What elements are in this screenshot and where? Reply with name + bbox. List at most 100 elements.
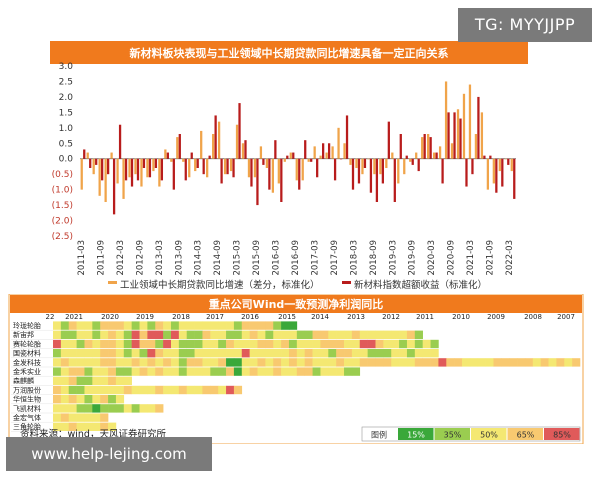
heatmap-cell	[257, 339, 266, 349]
heatmap-cell	[257, 367, 266, 376]
heatmap-column-label: 2012	[382, 313, 400, 321]
bar-excess-return	[405, 155, 408, 159]
x-tick-label: 2011-03	[77, 240, 87, 276]
heatmap-row-label: 新宙邦	[13, 330, 34, 339]
heatmap-cell	[139, 321, 148, 330]
bar-excess-return	[304, 140, 307, 159]
heatmap-cell	[210, 321, 219, 330]
x-tick-label: 2013-03	[155, 240, 165, 276]
heatmap-cell	[328, 349, 337, 358]
heatmap-cell	[477, 358, 486, 367]
heatmap-cell	[131, 349, 140, 358]
bar-excess-return	[286, 155, 289, 159]
y-tick-label: 1.0	[59, 124, 74, 134]
bar-excess-return	[351, 158, 355, 190]
heatmap-cell	[454, 358, 463, 367]
bar-loan-growth	[367, 158, 370, 160]
bar-loan-growth	[212, 134, 215, 159]
heatmap-cell	[375, 358, 384, 367]
bar-loan-growth	[510, 158, 513, 172]
heatmap-cell	[273, 321, 282, 330]
heatmap-cell	[296, 349, 306, 358]
heatmap-cell	[194, 349, 203, 358]
heatmap-column-labels: 22 2021 2020 2019 2018 2017 2016 2015 2014 2013 20…	[46, 313, 575, 321]
heatmap-cell	[422, 349, 431, 358]
heatmap-cell	[501, 358, 510, 367]
bar-excess-return	[459, 118, 462, 159]
heatmap-cell	[60, 358, 70, 367]
heatmap-column-label: 2016	[241, 313, 259, 321]
bar-excess-return	[387, 121, 390, 159]
heatmap-cell	[194, 330, 203, 339]
bar-loan-growth	[92, 158, 95, 175]
bar-loan-growth	[504, 158, 507, 160]
heatmap-cell	[60, 367, 70, 376]
heatmap-cell	[123, 321, 132, 330]
heatmap-cell	[84, 404, 93, 413]
heatmap-cell	[186, 367, 195, 376]
heatmap-cell	[163, 367, 172, 376]
heatmap-cell	[139, 330, 148, 339]
heatmap-cell	[115, 367, 125, 376]
heatmap-cell	[257, 321, 266, 330]
heatmap-cell	[336, 349, 345, 358]
legend-scale-label: 85%	[553, 431, 571, 440]
heatmap-row-label: 森麒麟	[13, 376, 34, 385]
heatmap-cell	[163, 339, 172, 349]
heatmap-cell	[265, 330, 274, 339]
x-tick-label: 2017-03	[310, 240, 320, 276]
heatmap-cell	[367, 330, 376, 339]
heatmap-cell	[202, 385, 211, 395]
heatmap-cell	[273, 330, 282, 339]
bar-loan-growth	[391, 152, 394, 159]
y-tick-label: 1.5	[59, 108, 73, 118]
heatmap-cell	[210, 385, 219, 395]
bar-loan-growth	[355, 158, 358, 168]
heatmap-cell	[147, 404, 156, 413]
heatmap-cell	[344, 339, 353, 349]
bar-excess-return	[477, 96, 480, 159]
bar-loan-growth	[223, 158, 227, 175]
heatmap-cell	[210, 349, 219, 358]
top-chart-header	[50, 41, 528, 64]
heatmap-cell	[414, 349, 423, 358]
heatmap-cell	[304, 367, 313, 376]
heatmap-cell	[60, 413, 70, 422]
heatmap-cell	[257, 358, 266, 367]
x-tick-label: 2015-09	[252, 240, 262, 276]
heatmap-cell	[249, 367, 258, 376]
heatmap-cell	[92, 330, 101, 339]
heatmap-cell	[202, 330, 211, 339]
legend-scale-swatch	[398, 428, 434, 440]
heatmap-cell	[288, 330, 298, 339]
y-tick-label: 2.0	[59, 93, 74, 103]
y-tick-label: 3.0	[59, 62, 74, 72]
heatmap-cell	[68, 404, 77, 413]
bar-loan-growth	[427, 134, 430, 159]
heatmap-cell	[493, 358, 502, 367]
heatmap-cell	[210, 367, 219, 376]
heatmap-cell	[233, 321, 243, 330]
heatmap-title: 重点公司Wind一致预测净利润同比	[209, 297, 384, 311]
heatmap-cell	[509, 358, 518, 367]
heatmap-cell	[68, 385, 77, 395]
heatmap-cell	[108, 358, 117, 367]
heatmap-cell	[170, 385, 180, 395]
heatmap-cell	[123, 404, 132, 413]
bar-loan-growth	[421, 137, 424, 159]
heatmap-cell	[194, 358, 203, 367]
heatmap-cell	[92, 349, 101, 358]
x-tick-label: 2011-09	[96, 240, 106, 276]
heatmap-row-label: 华恒生物	[13, 395, 41, 404]
heatmap-cell	[218, 385, 227, 395]
bar-loan-growth	[182, 158, 185, 162]
heatmap-cell	[92, 422, 101, 431]
heatmap-cell	[178, 330, 188, 339]
bar-excess-return	[124, 158, 128, 181]
x-tick-label: 2016-03	[272, 240, 282, 276]
heatmap-cell	[53, 404, 62, 413]
bar-loan-growth	[122, 158, 125, 199]
bar-loan-growth	[432, 152, 436, 159]
heatmap-cell	[375, 349, 384, 358]
heatmap-cell	[312, 367, 321, 376]
